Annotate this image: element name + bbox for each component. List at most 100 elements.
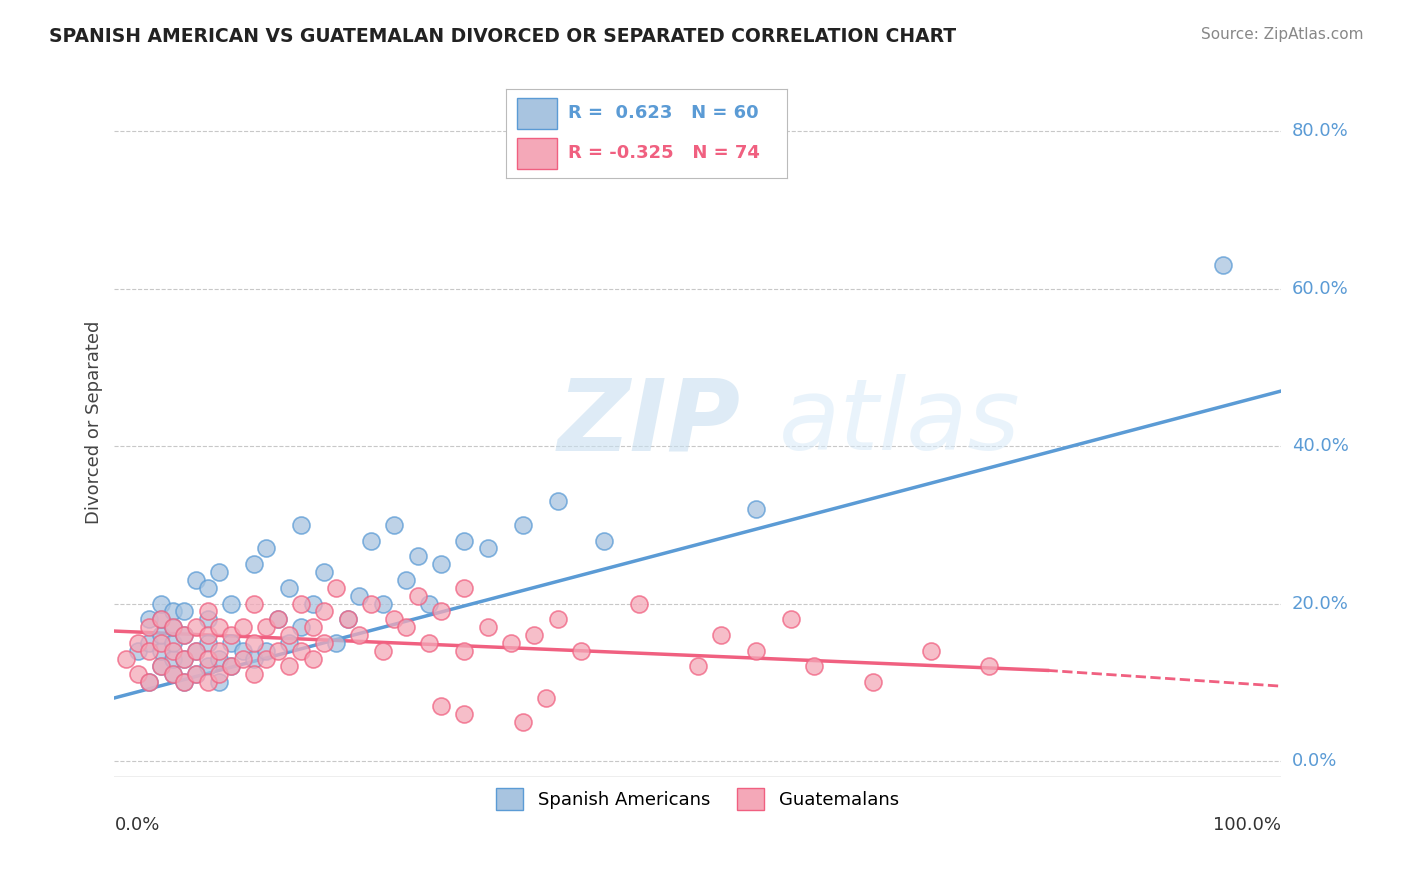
Point bbox=[115, 651, 138, 665]
Point bbox=[301, 597, 323, 611]
Point bbox=[314, 604, 336, 618]
Point bbox=[162, 636, 184, 650]
Bar bbox=[517, 98, 557, 129]
Point bbox=[278, 628, 301, 642]
Point bbox=[243, 597, 266, 611]
Point bbox=[162, 644, 184, 658]
Point bbox=[243, 667, 266, 681]
Point bbox=[232, 620, 254, 634]
Text: R = -0.325   N = 74: R = -0.325 N = 74 bbox=[568, 145, 759, 162]
Point bbox=[430, 604, 453, 618]
Point bbox=[208, 667, 231, 681]
Point bbox=[184, 644, 207, 658]
Point bbox=[219, 628, 242, 642]
Point bbox=[208, 675, 231, 690]
Point bbox=[336, 612, 359, 626]
Point bbox=[197, 636, 219, 650]
Point bbox=[173, 604, 195, 618]
Point bbox=[477, 620, 499, 634]
Point bbox=[197, 604, 219, 618]
Point bbox=[301, 620, 323, 634]
Point bbox=[127, 636, 149, 650]
Point bbox=[197, 612, 219, 626]
Point bbox=[278, 659, 301, 673]
Point bbox=[243, 636, 266, 650]
Point bbox=[127, 644, 149, 658]
Point bbox=[395, 620, 418, 634]
Point bbox=[430, 558, 453, 572]
Point bbox=[534, 690, 557, 705]
Point bbox=[173, 675, 195, 690]
Point bbox=[512, 517, 534, 532]
Point bbox=[453, 706, 475, 721]
Point bbox=[197, 659, 219, 673]
Point bbox=[208, 565, 231, 579]
Point bbox=[232, 644, 254, 658]
Point bbox=[150, 612, 173, 626]
Point bbox=[219, 636, 242, 650]
Point bbox=[803, 659, 825, 673]
Point bbox=[314, 565, 336, 579]
Point bbox=[349, 628, 371, 642]
Point bbox=[325, 636, 347, 650]
Point bbox=[314, 636, 336, 650]
Point bbox=[138, 636, 160, 650]
Point bbox=[523, 628, 546, 642]
Point bbox=[686, 659, 709, 673]
Point bbox=[162, 651, 184, 665]
Point bbox=[219, 659, 242, 673]
Point bbox=[254, 651, 277, 665]
Bar bbox=[517, 138, 557, 169]
Point bbox=[127, 667, 149, 681]
Point bbox=[290, 517, 312, 532]
Point bbox=[430, 698, 453, 713]
Point bbox=[184, 667, 207, 681]
Point bbox=[267, 644, 290, 658]
Text: ZIP: ZIP bbox=[558, 374, 741, 471]
Point bbox=[499, 636, 522, 650]
Point bbox=[173, 675, 195, 690]
Point bbox=[208, 644, 231, 658]
Point bbox=[920, 644, 942, 658]
Y-axis label: Divorced or Separated: Divorced or Separated bbox=[86, 321, 103, 524]
Point bbox=[150, 597, 173, 611]
Point bbox=[1211, 258, 1233, 272]
Point bbox=[628, 597, 651, 611]
Point bbox=[453, 533, 475, 548]
Text: atlas: atlas bbox=[779, 374, 1021, 471]
Point bbox=[267, 612, 290, 626]
Point bbox=[138, 675, 160, 690]
Point bbox=[745, 644, 768, 658]
Text: Source: ZipAtlas.com: Source: ZipAtlas.com bbox=[1201, 27, 1364, 42]
Point bbox=[162, 620, 184, 634]
Point bbox=[336, 612, 359, 626]
Point bbox=[208, 651, 231, 665]
Point bbox=[138, 620, 160, 634]
Point bbox=[360, 597, 382, 611]
Text: R =  0.623   N = 60: R = 0.623 N = 60 bbox=[568, 104, 759, 122]
Text: 20.0%: 20.0% bbox=[1292, 595, 1348, 613]
Point bbox=[184, 573, 207, 587]
Point bbox=[150, 659, 173, 673]
Point bbox=[547, 612, 569, 626]
Point bbox=[138, 675, 160, 690]
Point bbox=[219, 659, 242, 673]
Point bbox=[150, 636, 173, 650]
Text: 100.0%: 100.0% bbox=[1213, 815, 1281, 833]
Point bbox=[406, 549, 429, 564]
Point bbox=[780, 612, 803, 626]
Point bbox=[173, 651, 195, 665]
Point bbox=[745, 502, 768, 516]
Text: 0.0%: 0.0% bbox=[1292, 752, 1337, 770]
Point bbox=[349, 589, 371, 603]
Point bbox=[197, 581, 219, 595]
Text: 40.0%: 40.0% bbox=[1292, 437, 1348, 455]
Point bbox=[382, 612, 405, 626]
Point bbox=[278, 581, 301, 595]
Point bbox=[162, 604, 184, 618]
Point bbox=[371, 644, 394, 658]
Point bbox=[219, 597, 242, 611]
Point bbox=[290, 644, 312, 658]
Point bbox=[150, 644, 173, 658]
Point bbox=[593, 533, 616, 548]
